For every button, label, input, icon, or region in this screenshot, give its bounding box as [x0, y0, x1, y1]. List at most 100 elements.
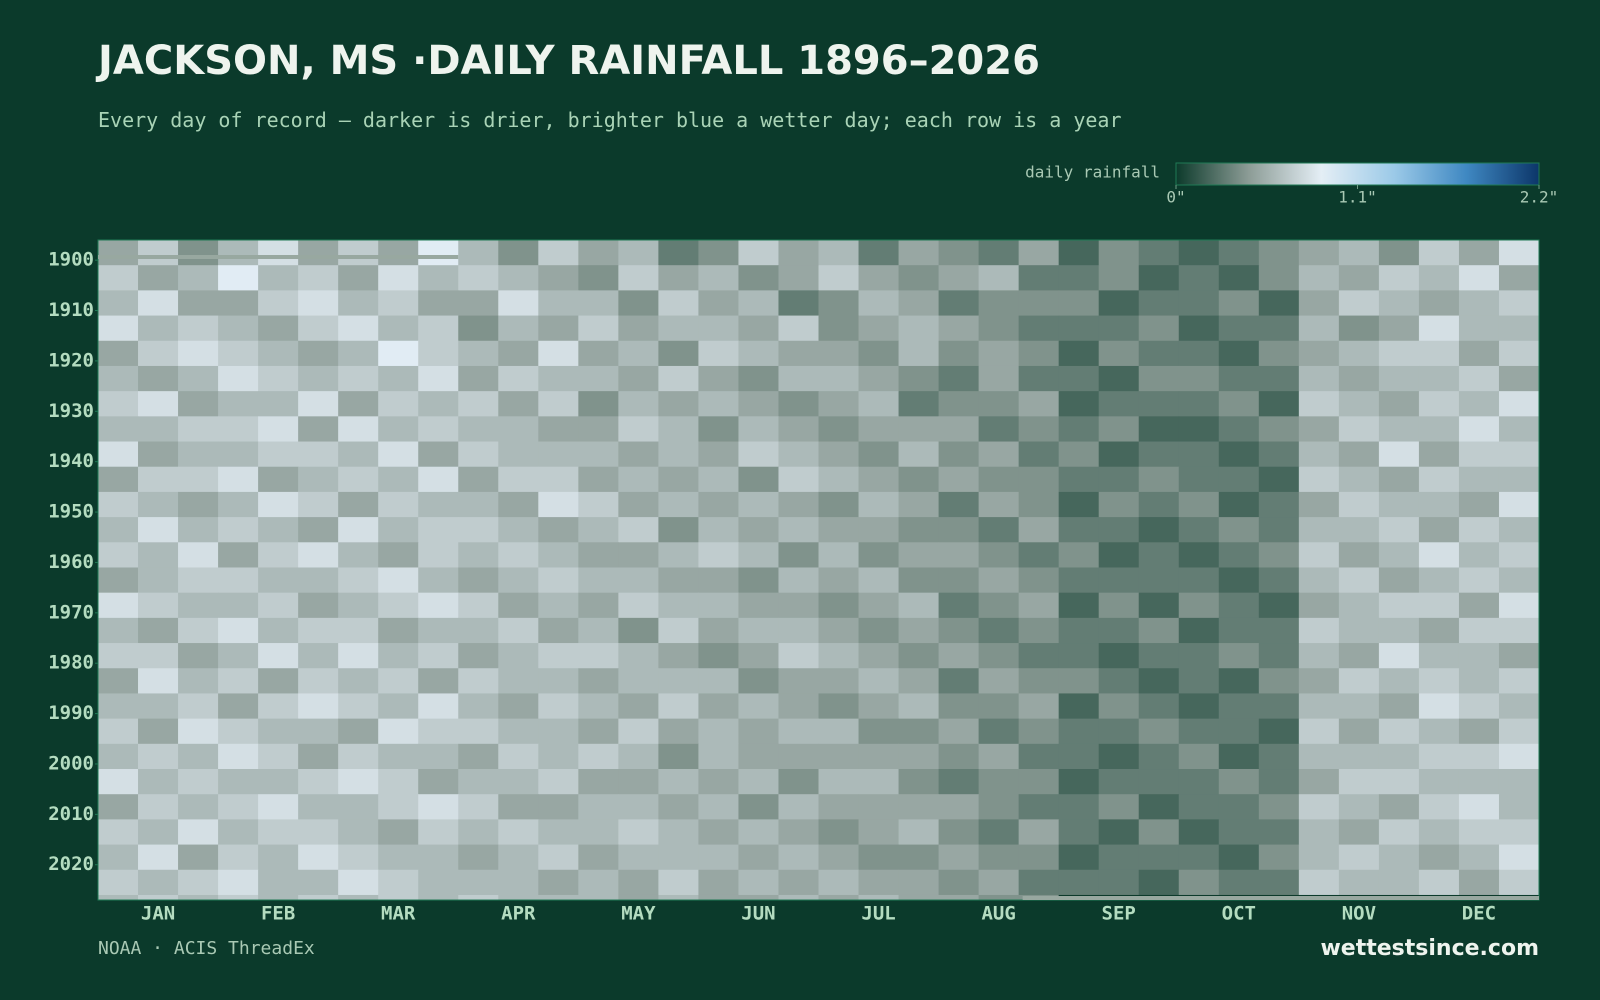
cell — [298, 844, 339, 871]
cell — [618, 743, 659, 770]
cell — [578, 668, 619, 694]
cell — [618, 844, 659, 871]
cell — [1298, 794, 1340, 820]
cell — [1338, 240, 1380, 266]
cell — [98, 391, 139, 417]
cell — [898, 365, 940, 392]
cell — [978, 517, 1020, 543]
cell — [378, 567, 419, 594]
cell — [1498, 567, 1540, 594]
cell — [938, 240, 980, 266]
cell — [138, 265, 179, 291]
cell — [258, 617, 299, 644]
cell — [1458, 491, 1500, 518]
cell — [578, 365, 619, 392]
cell — [1458, 542, 1500, 568]
cell — [578, 517, 619, 543]
cell — [138, 315, 179, 342]
cell — [378, 869, 419, 896]
cell — [218, 365, 259, 392]
cell — [1458, 567, 1500, 594]
cell — [178, 718, 219, 745]
cell — [418, 265, 459, 291]
cell — [418, 517, 459, 543]
cell — [858, 391, 900, 417]
cell — [298, 668, 339, 694]
cell — [178, 668, 219, 694]
cell — [1058, 340, 1100, 367]
cell — [1018, 315, 1060, 342]
cell — [1018, 240, 1060, 266]
cell — [1258, 517, 1300, 543]
cell — [1098, 743, 1140, 770]
cell — [658, 416, 699, 443]
cell — [378, 743, 419, 770]
cell — [698, 265, 739, 291]
cell — [378, 441, 419, 468]
cell — [778, 844, 819, 871]
cell — [1298, 290, 1340, 317]
cell — [738, 668, 779, 694]
cell — [218, 869, 259, 896]
cell — [658, 567, 699, 594]
cell — [1258, 769, 1300, 795]
cell — [618, 240, 659, 266]
cell — [658, 491, 699, 518]
cell — [498, 643, 539, 669]
cell — [818, 416, 860, 443]
cell — [218, 466, 259, 493]
cell — [1178, 517, 1220, 543]
y-tick-label: 1980 — [48, 652, 94, 674]
cell — [778, 517, 819, 543]
cell — [498, 794, 539, 820]
cell — [1218, 718, 1260, 745]
y-tick-label: 1960 — [48, 551, 94, 573]
cell — [1298, 718, 1340, 745]
cell — [1058, 693, 1100, 720]
cell — [1218, 794, 1260, 820]
cell — [578, 441, 619, 468]
cell — [938, 491, 980, 518]
cell — [98, 743, 139, 770]
cell — [338, 441, 379, 468]
cell — [298, 441, 339, 468]
cell — [178, 844, 219, 871]
cell — [1418, 416, 1460, 443]
cell — [1298, 466, 1340, 493]
cell — [898, 391, 940, 417]
cell — [538, 240, 579, 266]
cell — [698, 517, 739, 543]
cell — [738, 315, 779, 342]
cell — [858, 466, 900, 493]
cell — [1138, 441, 1180, 468]
cell — [898, 240, 940, 266]
x-tick-label: APR — [501, 903, 536, 925]
cell — [298, 819, 339, 846]
cell — [978, 441, 1020, 468]
cell — [1178, 794, 1220, 820]
cell — [98, 592, 139, 619]
cell — [1378, 340, 1420, 367]
cell — [418, 542, 459, 568]
cell — [1098, 844, 1140, 871]
cell — [138, 769, 179, 795]
cell — [858, 693, 900, 720]
cell — [1418, 542, 1460, 568]
cell — [538, 894, 579, 901]
cell — [1338, 769, 1380, 795]
cell — [818, 769, 860, 795]
cell — [978, 743, 1020, 770]
cell — [1138, 567, 1180, 594]
cell — [1058, 265, 1100, 291]
cell — [1298, 491, 1340, 518]
cell — [818, 743, 860, 770]
cell — [1258, 315, 1300, 342]
cell — [98, 769, 139, 795]
cell — [538, 340, 579, 367]
cell — [1258, 340, 1300, 367]
cell — [1258, 441, 1300, 468]
cell — [1018, 769, 1060, 795]
cell — [698, 794, 739, 820]
cell — [458, 668, 499, 694]
